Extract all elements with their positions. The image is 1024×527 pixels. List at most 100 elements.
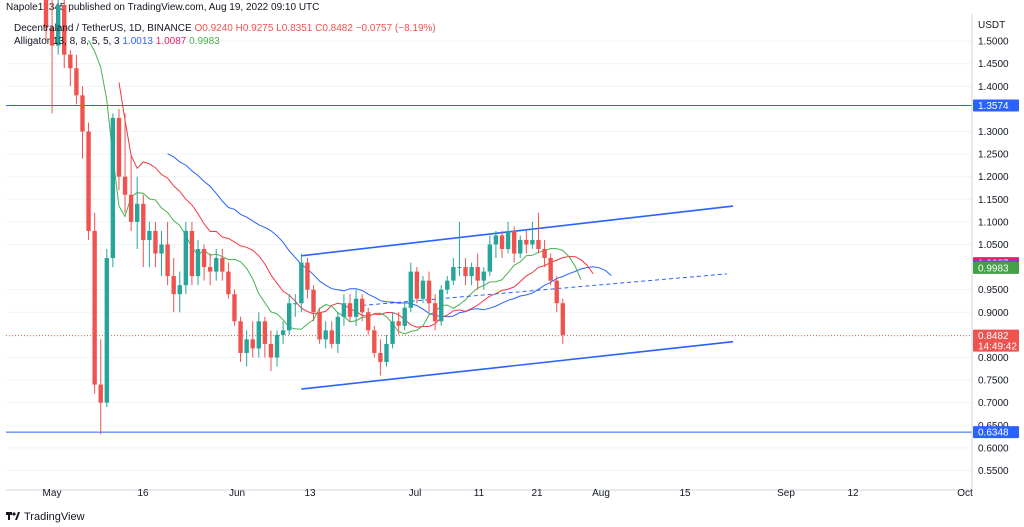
channel-lower-line: [301, 340, 734, 390]
candle-body: [311, 289, 316, 313]
candle: [305, 258, 310, 299]
candle: [457, 221, 462, 277]
candle: [408, 262, 413, 313]
candle: [420, 276, 426, 304]
chart-grid: [6, 40, 972, 471]
candle: [92, 212, 97, 394]
candle-body: [207, 267, 213, 272]
candle-body: [110, 117, 116, 259]
candle: [439, 285, 444, 326]
candle-body: [457, 267, 462, 269]
candle-body: [426, 280, 432, 304]
candle-body: [189, 230, 195, 277]
candle: [390, 312, 395, 349]
price-axis: 1.5000 1.4500 1.4000 1.3000 1.2500 1.2000 1.15…: [971, 14, 1009, 490]
channel-upper-line: [301, 205, 734, 257]
candle-body: [511, 230, 517, 254]
candle-body: [80, 95, 85, 132]
candle-body: [341, 303, 347, 317]
candle: [347, 294, 353, 322]
time-tick-label: Jul: [409, 488, 422, 499]
price-axis-currency: USDT: [978, 20, 1006, 31]
candle: [359, 294, 365, 322]
candle-body: [165, 244, 170, 277]
price-tick-label: 1.3000: [978, 127, 1009, 138]
candle: [268, 330, 274, 372]
candle-body: [293, 303, 298, 305]
candle: [165, 221, 170, 286]
candle-body: [62, 4, 67, 55]
chart-legend: Decentraland / TetherUS, 1D, BINANCE O0.…: [14, 22, 436, 48]
candle: [487, 235, 493, 277]
support-badge: 0.6348: [973, 426, 1019, 439]
candle-body: [104, 258, 109, 403]
candle-body: [542, 249, 547, 259]
time-tick-label: Sep: [777, 488, 795, 499]
time-tick-label: May: [43, 488, 62, 499]
candle: [341, 294, 347, 326]
candle: [299, 253, 304, 313]
candle: [274, 330, 280, 367]
candle: [293, 294, 298, 317]
candle-body: [554, 280, 559, 304]
tradingview-brand[interactable]: TradingView: [24, 511, 85, 523]
candle-body: [451, 267, 456, 281]
candle-body: [493, 235, 499, 245]
time-tick-label: Oct: [957, 488, 973, 499]
candle-body: [98, 384, 103, 403]
resistance-badge: 1.3574: [973, 99, 1019, 112]
candle: [256, 312, 261, 358]
candle-body: [366, 312, 371, 331]
price-tick-label: 1.2500: [978, 150, 1009, 161]
candle: [128, 154, 134, 231]
alligator-teeth-value: 1.0087: [155, 36, 187, 47]
candle-body: [323, 330, 328, 340]
candle-body: [505, 230, 511, 249]
alligator-label[interactable]: Alligator 13, 8, 8, 5, 5, 3: [14, 36, 120, 47]
candle-body: [274, 334, 280, 358]
candle: [86, 122, 91, 240]
candle: [49, 0, 55, 114]
candle-body: [530, 239, 535, 245]
candle-body: [135, 203, 140, 222]
candle-body: [171, 276, 176, 295]
candle: [171, 258, 176, 313]
candle-body: [499, 235, 505, 249]
candle-body: [177, 285, 182, 295]
candle-body: [116, 117, 122, 177]
candle-body: [402, 307, 407, 326]
price-chart[interactable]: 1.5000 1.4500 1.4000 1.3000 1.2500 1.2000 1.15…: [0, 0, 1024, 505]
candles: [43, 0, 565, 435]
legend-symbol-row: Decentraland / TetherUS, 1D, BINANCE O0.…: [14, 22, 436, 35]
candle-body: [92, 230, 97, 385]
candle-body: [122, 176, 128, 195]
legend-symbol[interactable]: Decentraland / TetherUS, 1D, BINANCE: [14, 23, 192, 34]
candle: [317, 307, 322, 344]
candle-body: [238, 321, 243, 353]
support-badge-bg: [973, 426, 1019, 439]
candle-body: [226, 271, 231, 295]
candle-body: [463, 267, 468, 277]
candle-body: [384, 343, 389, 362]
candle: [201, 244, 207, 281]
candle-body: [414, 271, 420, 299]
candle: [518, 235, 523, 259]
candle: [542, 239, 547, 268]
price-tick-label: 1.0500: [978, 240, 1009, 251]
candle: [530, 221, 535, 249]
candle-body: [195, 249, 201, 277]
resistance-badge-bg: [973, 99, 1019, 112]
candle-body: [280, 330, 286, 335]
support-badge-text: 0.6348: [978, 428, 1009, 439]
candle: [153, 221, 158, 268]
alligator-lips-value: 0.9983: [189, 36, 220, 47]
candle: [214, 249, 219, 281]
candle-body: [432, 303, 438, 322]
candle: [43, 0, 49, 42]
price-tick-label: 1.1500: [978, 195, 1009, 206]
candle: [122, 113, 128, 213]
candle: [177, 271, 182, 313]
candle: [55, 0, 61, 55]
footer: TradingView: [0, 505, 1024, 527]
